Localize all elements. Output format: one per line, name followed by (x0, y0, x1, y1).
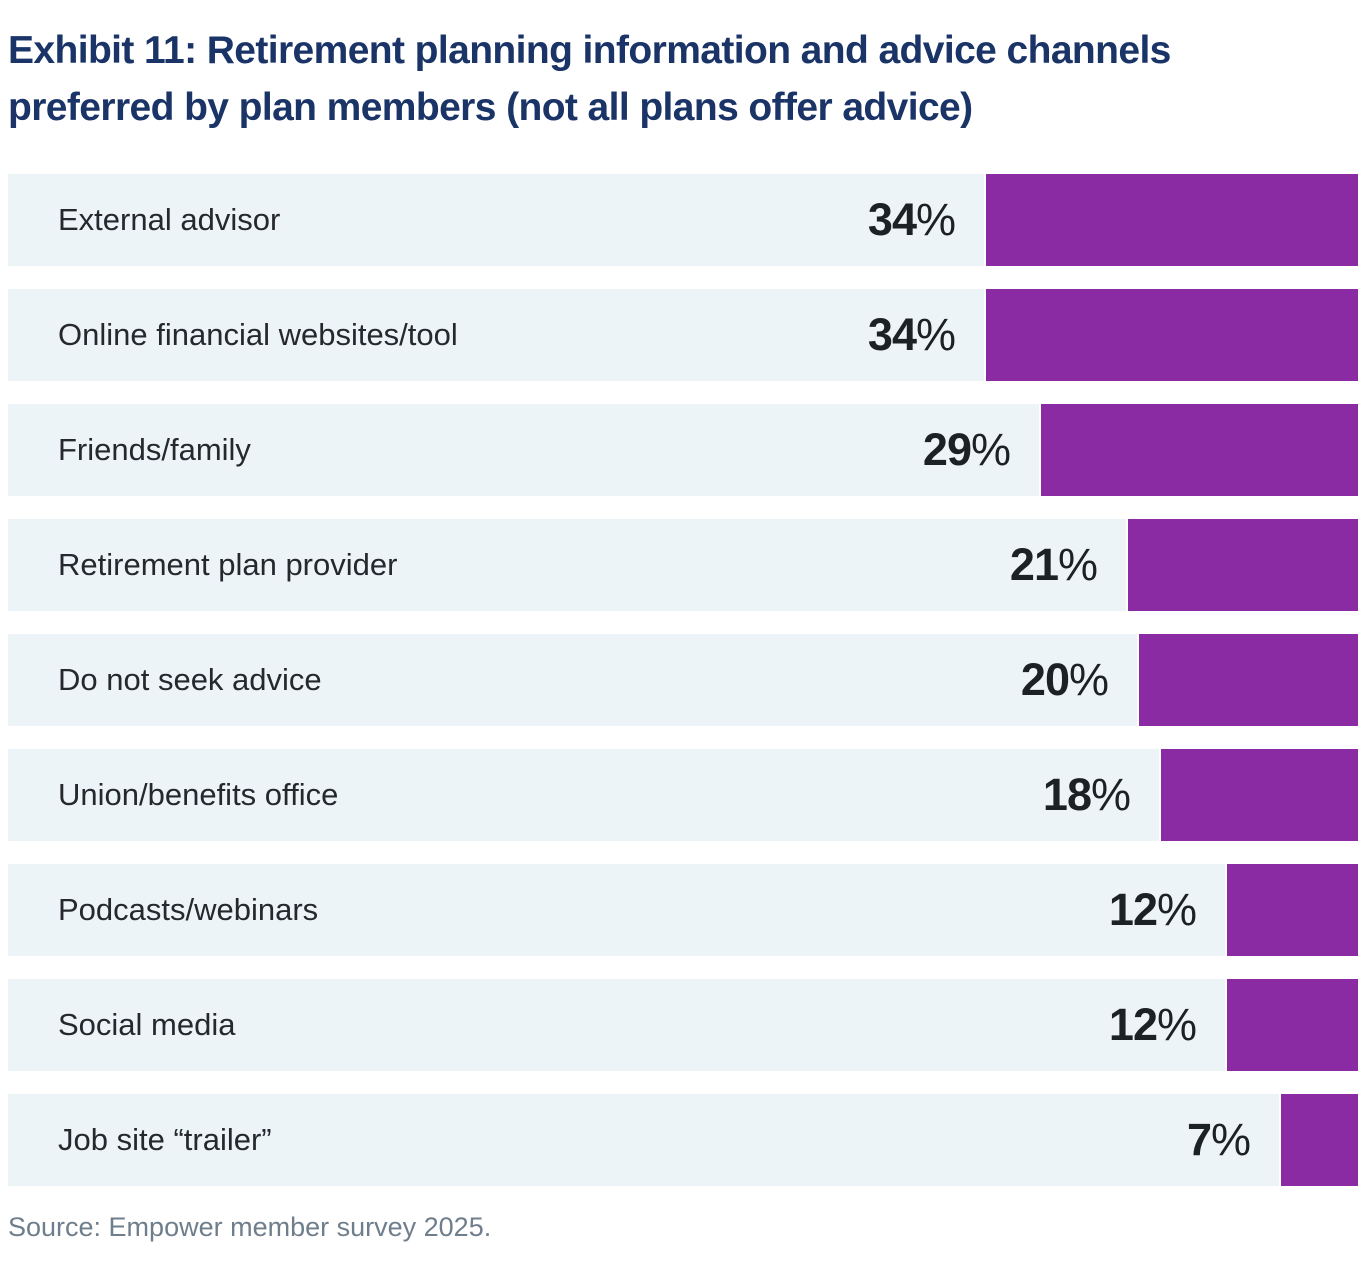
value-label: 34% (868, 309, 956, 361)
bar (1139, 634, 1358, 726)
bar (986, 289, 1358, 381)
percent-sign: % (1156, 999, 1197, 1050)
chart-row: Union/benefits office 18% (8, 749, 1358, 841)
value-number: 12 (1108, 884, 1158, 935)
category-label: Union/benefits office (58, 777, 339, 812)
category-label: Job site “trailer” (58, 1122, 272, 1157)
chart-row: Friends/family 29% (8, 404, 1358, 496)
chart-row: Retirement plan provider 21% (8, 519, 1358, 611)
value-label: 34% (868, 194, 956, 246)
value-number: 7 (1186, 1114, 1212, 1165)
percent-sign: % (915, 309, 956, 360)
value-label: 18% (1043, 769, 1131, 821)
row-band: External advisor 34% (8, 174, 984, 266)
category-label: Retirement plan provider (58, 547, 398, 582)
row-band: Podcasts/webinars 12% (8, 864, 1225, 956)
bar-chart: External advisor 34% Online financial webs… (8, 174, 1358, 1186)
value-label: 29% (923, 424, 1011, 476)
value-number: 34 (867, 194, 917, 245)
bar (1227, 864, 1358, 956)
percent-sign: % (1057, 539, 1098, 590)
percent-sign: % (915, 194, 956, 245)
chart-row: External advisor 34% (8, 174, 1358, 266)
value-label: 20% (1021, 654, 1109, 706)
bar (1281, 1094, 1358, 1186)
chart-title: Exhibit 11: Retirement planning informat… (8, 22, 1358, 136)
percent-sign: % (1210, 1114, 1251, 1165)
value-label: 7% (1187, 1114, 1251, 1166)
bar (1161, 749, 1358, 841)
category-label: Friends/family (58, 432, 251, 467)
category-label: Social media (58, 1007, 236, 1042)
chart-row: Do not seek advice 20% (8, 634, 1358, 726)
value-number: 20 (1020, 654, 1070, 705)
row-band: Social media 12% (8, 979, 1225, 1071)
chart-row: Online financial websites/tool 34% (8, 289, 1358, 381)
value-number: 12 (1108, 999, 1158, 1050)
percent-sign: % (1156, 884, 1197, 935)
value-number: 29 (922, 424, 972, 475)
row-band: Retirement plan provider 21% (8, 519, 1126, 611)
chart-row: Job site “trailer” 7% (8, 1094, 1358, 1186)
value-label: 21% (1010, 539, 1098, 591)
category-label: Do not seek advice (58, 662, 322, 697)
percent-sign: % (1068, 654, 1109, 705)
value-number: 34 (867, 309, 917, 360)
category-label: Online financial websites/tool (58, 317, 458, 352)
category-label: External advisor (58, 202, 281, 237)
percent-sign: % (970, 424, 1011, 475)
bar (1041, 404, 1358, 496)
source-note: Source: Empower member survey 2025. (8, 1212, 492, 1242)
category-label: Podcasts/webinars (58, 892, 319, 927)
chart-title-line2: preferred by plan members (not all plans… (8, 86, 973, 129)
value-number: 21 (1009, 539, 1059, 590)
row-band: Online financial websites/tool 34% (8, 289, 984, 381)
value-label: 12% (1109, 999, 1197, 1051)
chart-row: Social media 12% (8, 979, 1358, 1071)
value-label: 12% (1109, 884, 1197, 936)
bar (1128, 519, 1358, 611)
percent-sign: % (1090, 769, 1131, 820)
row-band: Job site “trailer” 7% (8, 1094, 1279, 1186)
row-band: Friends/family 29% (8, 404, 1039, 496)
row-band: Do not seek advice 20% (8, 634, 1137, 726)
row-band: Union/benefits office 18% (8, 749, 1159, 841)
chart-row: Podcasts/webinars 12% (8, 864, 1358, 956)
chart-title-line1: Exhibit 11: Retirement planning informat… (8, 29, 1171, 72)
bar (986, 174, 1358, 266)
bar (1227, 979, 1358, 1071)
value-number: 18 (1042, 769, 1092, 820)
